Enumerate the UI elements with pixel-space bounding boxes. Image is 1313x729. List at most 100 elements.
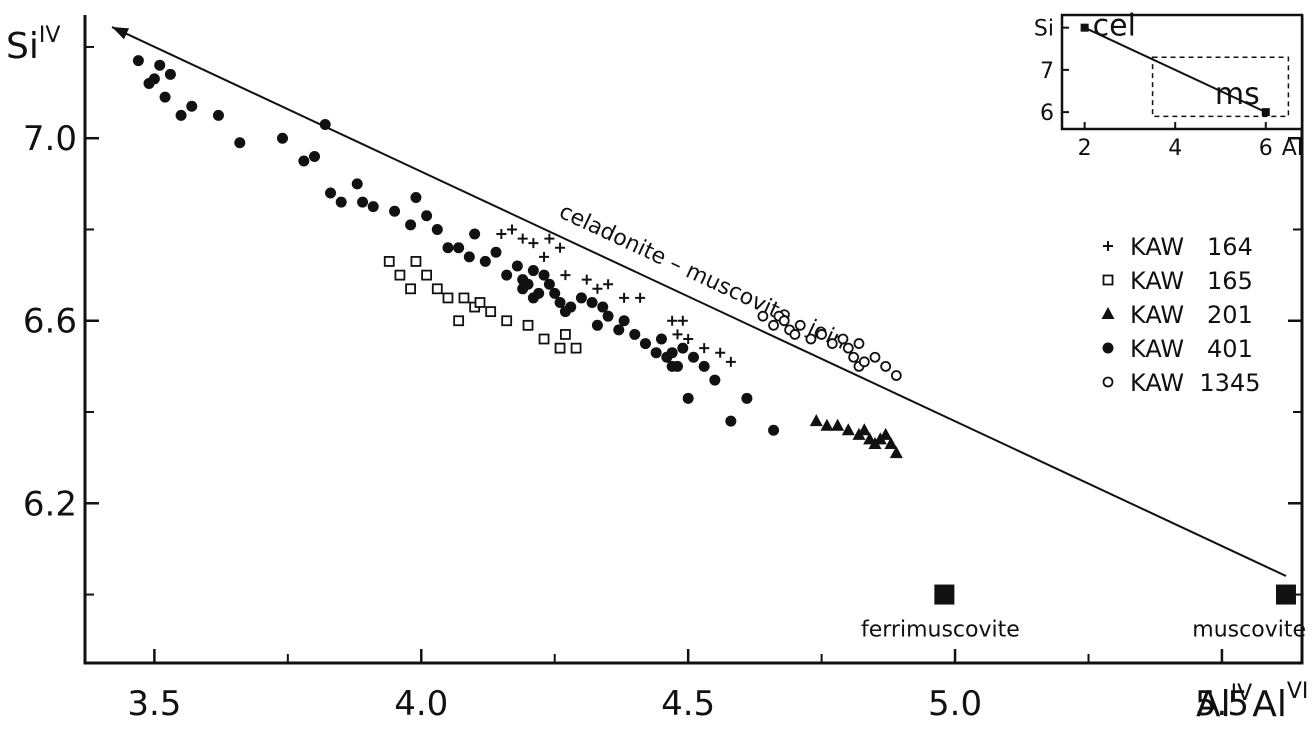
marker-open-square — [1102, 274, 1114, 286]
inset-y-axis-label: Si — [1034, 17, 1054, 42]
inset-dashed-box — [1151, 56, 1290, 118]
marker-open-circle — [880, 360, 892, 372]
marker-open-square — [431, 283, 443, 295]
join-label: celadonite – muscovite join — [555, 199, 850, 355]
marker-filled-circle — [351, 178, 363, 190]
join-arrowhead — [112, 27, 130, 40]
marker-plus — [496, 229, 507, 240]
legend-entry: KAW 201 — [1130, 301, 1253, 329]
marker-filled-circle — [698, 360, 710, 372]
marker-filled-circle — [367, 201, 379, 213]
marker-filled-circle — [543, 278, 555, 290]
marker-triangle — [841, 423, 855, 436]
marker-triangle — [857, 423, 871, 436]
marker-open-circle — [789, 329, 801, 340]
marker-open-square — [405, 283, 417, 295]
marker-open-square — [410, 256, 422, 267]
inset-x-tick-label: 6 — [1259, 136, 1273, 161]
marker-filled-circle — [741, 392, 753, 404]
marker-open-circle — [1102, 376, 1114, 388]
inset-point — [1261, 108, 1270, 117]
marker-triangle — [820, 418, 834, 431]
series-kaw-201 — [809, 414, 903, 459]
marker-plus — [1103, 241, 1113, 251]
legend: KAW 164 KAW 165 KAW 201 KAW 401 KAW 1345 — [1101, 233, 1261, 397]
marker-plus — [592, 283, 603, 294]
marker-filled-circle — [319, 119, 331, 131]
marker-plus — [528, 238, 539, 249]
marker-filled-circle — [175, 109, 187, 121]
reference-label: ferrimuscovite — [861, 618, 1020, 643]
marker-filled-circle — [613, 324, 625, 336]
marker-open-square — [501, 315, 513, 327]
marker-plus — [672, 329, 683, 340]
marker-filled-circle — [575, 292, 587, 304]
marker-plus — [544, 233, 555, 244]
marker-filled-circle — [325, 187, 337, 199]
marker-filled-square — [1275, 584, 1296, 605]
marker-filled-circle — [357, 196, 369, 208]
inset-chart: 2 4 6 Al 6 7 Si cel ms — [1034, 9, 1304, 161]
reference-label: muscovite — [1192, 618, 1306, 643]
marker-filled-circle — [159, 91, 171, 103]
inset-point — [1080, 23, 1089, 32]
marker-open-circle — [816, 329, 828, 340]
marker-filled-circle — [559, 306, 571, 318]
marker-filled-circle — [431, 223, 443, 235]
marker-filled-circle — [511, 260, 523, 272]
marker-plus — [635, 292, 646, 303]
marker-filled-circle — [629, 328, 641, 340]
marker-filled-circle — [554, 296, 566, 308]
series-kaw-165 — [383, 256, 582, 354]
marker-filled-circle — [597, 301, 609, 313]
series-kaw-164 — [496, 224, 736, 367]
marker-filled-circle — [490, 246, 502, 258]
marker-open-square — [394, 269, 406, 281]
marker-filled-circle — [682, 392, 694, 404]
marker-open-circle — [869, 351, 881, 363]
marker-plus — [683, 334, 694, 344]
marker-filled-circle — [405, 219, 417, 231]
marker-plus — [715, 347, 726, 358]
marker-open-circle — [853, 338, 865, 349]
join-line — [111, 26, 1287, 577]
legend-entry: KAW 401 — [1130, 335, 1253, 363]
marker-plus — [677, 315, 688, 326]
marker-plus — [699, 343, 710, 354]
marker-filled-circle — [463, 251, 475, 263]
marker-filled-circle — [639, 338, 651, 350]
marker-filled-circle — [1102, 342, 1114, 354]
marker-open-circle — [778, 315, 790, 327]
reference-points: ferrimuscovite muscovite — [861, 584, 1306, 643]
marker-triangle — [889, 446, 903, 459]
marker-open-circle — [837, 333, 849, 345]
inset-y-tick-label: 6 — [1040, 101, 1054, 126]
marker-triangle — [884, 436, 898, 449]
marker-filled-circle — [442, 242, 454, 254]
legend-entry: KAW 1345 — [1130, 369, 1261, 397]
marker-open-square — [442, 292, 454, 304]
marker-open-circle — [842, 342, 854, 354]
marker-filled-circle — [527, 292, 539, 304]
marker-triangle — [831, 418, 845, 431]
marker-filled-circle — [538, 269, 550, 281]
marker-filled-circle — [618, 315, 630, 327]
marker-filled-circle — [276, 132, 288, 144]
marker-open-square — [570, 342, 582, 354]
y-axis: 6.2 6.6 7.0 — [23, 45, 1302, 596]
marker-filled-circle — [650, 347, 662, 359]
marker-plus — [560, 270, 571, 281]
marker-filled-circle — [688, 351, 699, 363]
marker-filled-circle — [421, 210, 433, 222]
marker-open-square — [383, 256, 395, 267]
inset-x-tick-label: 4 — [1168, 136, 1182, 161]
marker-plus — [581, 274, 592, 285]
marker-filled-circle — [591, 319, 603, 331]
marker-open-circle — [768, 319, 779, 331]
y-axis-label: SiIV — [6, 23, 60, 67]
x-tick-label: 3.5 — [127, 684, 181, 724]
marker-open-square — [554, 342, 566, 354]
axes-frame — [83, 15, 1304, 665]
marker-filled-circle — [666, 360, 678, 372]
